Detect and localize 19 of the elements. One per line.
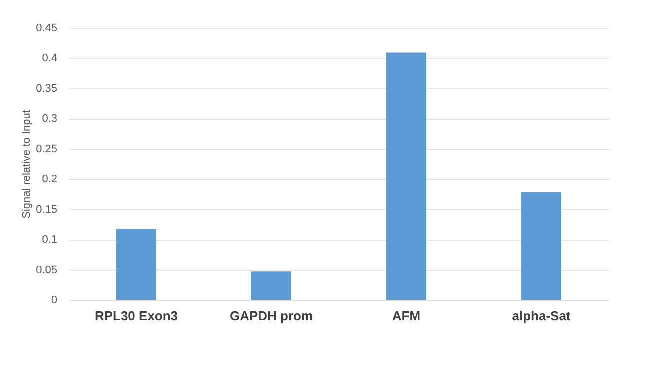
y-tick-label: 0.1 xyxy=(42,234,58,246)
x-tick-label: alpha-Sat xyxy=(512,308,572,324)
bar xyxy=(522,192,562,300)
y-tick-label: 0.25 xyxy=(36,143,58,156)
bar xyxy=(386,52,426,300)
y-tick-label: 0.3 xyxy=(42,113,58,126)
y-tick-label: 0 xyxy=(51,294,58,306)
bar xyxy=(252,272,292,300)
y-tick-label: 0.05 xyxy=(36,264,58,276)
x-tick-label: RPL30 Exon3 xyxy=(94,308,178,324)
x-tick-label: GAPDH prom xyxy=(230,308,314,324)
y-tick-label: 0.45 xyxy=(36,22,58,34)
y-tick-label: 0.15 xyxy=(36,204,58,216)
y-tick-label: 0.35 xyxy=(36,82,58,95)
y-tick-label: 0.4 xyxy=(42,52,58,65)
y-axis-title: Signal relative to Input xyxy=(21,110,34,219)
x-tick-label: AFM xyxy=(392,308,421,324)
y-tick-label: 0.2 xyxy=(42,174,58,186)
bar xyxy=(116,229,156,300)
